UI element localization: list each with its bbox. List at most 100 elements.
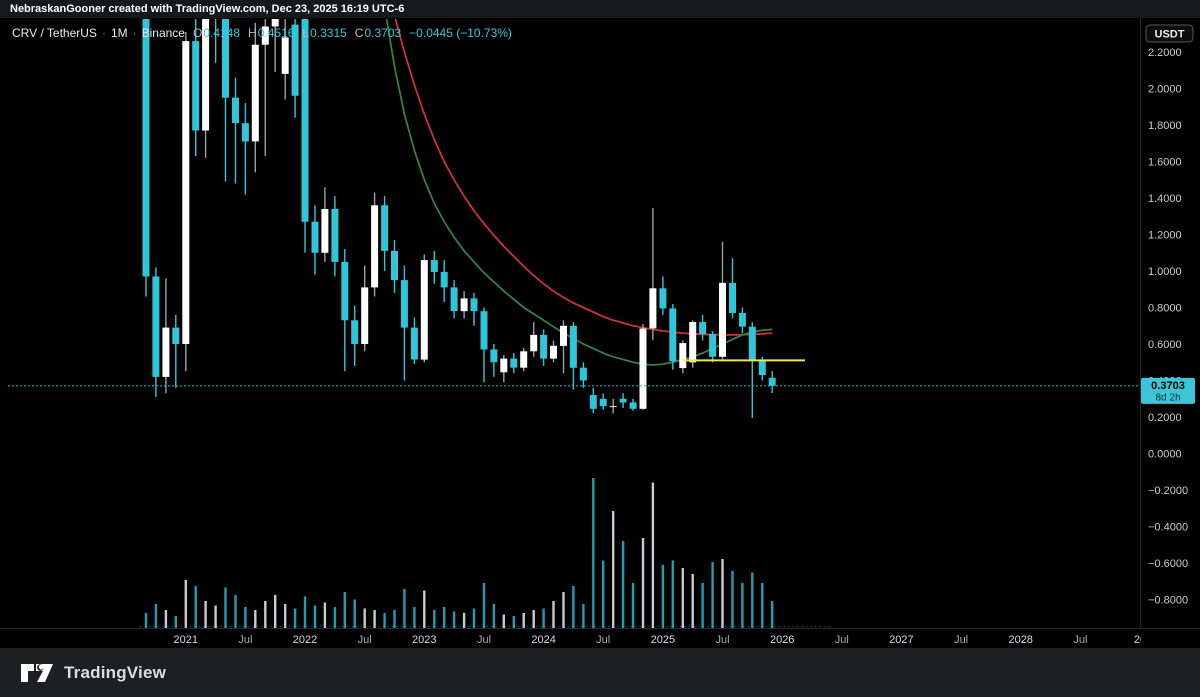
candle-wick	[562, 320, 565, 374]
candle-body	[649, 288, 657, 329]
candle-body	[400, 280, 408, 328]
candle-body	[500, 358, 508, 373]
candle-body	[689, 322, 697, 363]
time-tick-label: Jul	[835, 634, 849, 646]
time-tick-label: 2025	[651, 634, 675, 646]
candle-body	[251, 44, 259, 142]
candle-body	[241, 123, 249, 142]
bar-countdown: 8d 2h	[1155, 392, 1180, 403]
time-tick-label: 2024	[531, 634, 555, 646]
open-label: O	[192, 26, 203, 40]
attribution-bar: NebraskanGooner created with TradingView…	[0, 0, 1200, 18]
candle-body	[699, 322, 707, 334]
exchange-label[interactable]: Binance	[141, 26, 185, 40]
candle-body	[142, 19, 150, 277]
time-tick-label: 2027	[889, 634, 913, 646]
price-tick-label: 1.6000	[1148, 157, 1182, 169]
time-tick-label: 2023	[412, 634, 436, 646]
candle-body	[162, 327, 170, 377]
candle-body	[192, 41, 200, 131]
price-tick-label: 0.2000	[1148, 412, 1182, 424]
candle-wick	[264, 19, 266, 156]
candle-body	[391, 250, 398, 281]
price-tick-label: −0.6000	[1148, 558, 1188, 570]
candle-body	[719, 282, 726, 357]
candle-wick	[214, 19, 217, 63]
candle-body	[758, 360, 766, 375]
candle-wick	[175, 314, 177, 388]
time-tick-label: 2021	[174, 634, 198, 646]
candle-wick	[244, 103, 247, 195]
candle-body	[560, 325, 567, 346]
price-tick-label: 0.6000	[1148, 339, 1182, 351]
time-tick-label: Jul	[715, 634, 729, 646]
close-value: 0.3703	[364, 26, 402, 40]
candle-body	[679, 343, 687, 369]
price-tick-label: −0.4000	[1148, 522, 1188, 534]
candle-body	[182, 41, 190, 344]
candle-body	[659, 288, 667, 309]
price-tick-label: 1.2000	[1148, 230, 1182, 242]
candle-wick	[612, 398, 614, 414]
candle-body	[490, 349, 498, 363]
candle-body	[599, 398, 607, 407]
candle-body	[222, 19, 229, 98]
candle-body	[381, 205, 389, 251]
candlestick-series	[142, 19, 776, 418]
price-tick-label: −0.2000	[1148, 485, 1188, 497]
candle-body	[530, 334, 538, 352]
time-tick-label: 2028	[1008, 634, 1032, 646]
candle-wick	[274, 19, 276, 73]
time-tick-label: 20	[1134, 634, 1146, 646]
candle-body	[202, 19, 210, 131]
candle-body	[639, 328, 647, 409]
candle-body	[520, 351, 528, 368]
candle-body	[450, 287, 458, 312]
candle-body	[669, 308, 677, 362]
candle-body	[729, 282, 736, 313]
candle-body	[619, 398, 627, 403]
symbol-legend: CRV / TetherUS · 1M · Binance O 0.4148 H…	[12, 25, 512, 41]
currency-button[interactable]: USDT	[1145, 24, 1194, 43]
time-tick-label: Jul	[596, 634, 610, 646]
price-tick-label: 0.8000	[1148, 303, 1182, 315]
symbol-title[interactable]: CRV / TetherUS	[12, 26, 97, 40]
candle-body	[579, 367, 587, 381]
candle-body	[550, 345, 557, 359]
candle-body	[361, 287, 369, 344]
candle-body	[271, 19, 279, 27]
candle-body	[420, 260, 428, 360]
candle-wick	[751, 322, 753, 418]
open-value: 0.4148	[203, 26, 241, 40]
interval-label[interactable]: 1M	[110, 26, 128, 40]
candle-body	[569, 325, 577, 368]
candle-body	[768, 377, 776, 386]
candle-body	[152, 276, 160, 377]
time-tick-label: 2026	[770, 634, 794, 646]
price-tick-label: 1.0000	[1148, 266, 1182, 278]
candle-body	[410, 327, 418, 360]
price-chart[interactable]: 2.2000 2.0000 1.8000 1.6000 1.4000 1.2000 1.00…	[0, 18, 1200, 648]
time-tick-label: Jul	[954, 634, 968, 646]
candle-body	[371, 205, 379, 288]
price-tick-label: 0.0000	[1148, 449, 1182, 461]
time-tick-label: Jul	[358, 634, 372, 646]
time-axis[interactable]: 2021 Jul 2022 Jul 2023 Jul 2024 Jul 2025 Jul 2026 J…	[174, 634, 1147, 646]
candle-body	[609, 406, 617, 408]
brand-name[interactable]: TradingView	[64, 662, 167, 682]
candle-body	[460, 298, 468, 312]
candle-body	[351, 320, 359, 344]
candle-wick	[652, 208, 654, 341]
high-value: 0.4516	[257, 26, 295, 40]
candle-body	[738, 313, 746, 327]
candle-body	[291, 24, 299, 96]
tradingview-logo-icon[interactable]	[20, 660, 54, 686]
price-axis[interactable]: 2.2000 2.0000 1.8000 1.6000 1.4000 1.2000 1.00…	[1148, 47, 1188, 607]
candle-body	[629, 402, 637, 409]
candle-body	[589, 395, 597, 409]
candle-body	[321, 209, 329, 253]
close-label: C	[354, 26, 364, 40]
time-tick-label: 2022	[293, 634, 317, 646]
price-tick-label: 1.4000	[1148, 193, 1182, 205]
